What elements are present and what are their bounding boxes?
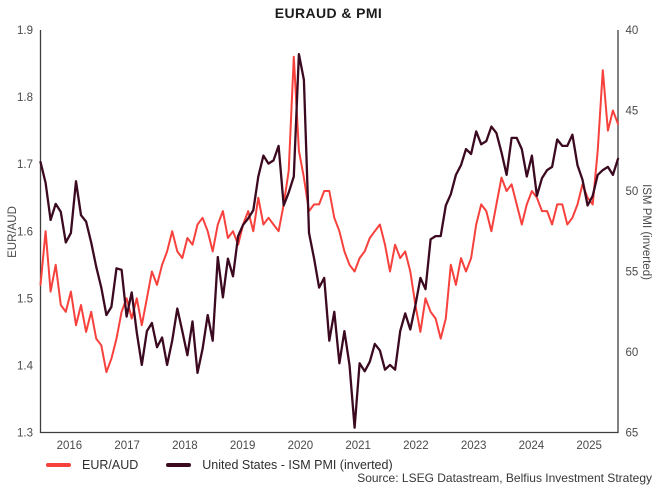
series-line-pmi: [39, 52, 620, 429]
source-credit: Source: LSEG Datastream, Belfius Investm…: [357, 471, 652, 485]
x-axis-tick-label: 2020: [288, 440, 314, 452]
right-axis-tick-label: 50: [626, 186, 639, 198]
left-axis-tick-label: 1.9: [17, 25, 33, 37]
x-axis-tick-label: 2017: [114, 440, 140, 452]
legend-label-euraud: EUR/AUD: [82, 458, 139, 472]
x-axis-tick-label: 2025: [576, 440, 602, 452]
legend-swatch-euraud: [46, 463, 71, 467]
legend-item-pmi: United States - ISM PMI (inverted): [166, 458, 393, 472]
x-axis-tick-label: 2023: [461, 440, 487, 452]
x-axis-tick-label: 2018: [172, 440, 198, 452]
series-line-euraud: [39, 55, 619, 374]
right-axis-tick-label: 55: [626, 267, 639, 279]
legend-swatch-pmi: [166, 463, 192, 467]
x-axis-tick-label: 2019: [230, 440, 256, 452]
x-axis-tick-label: 2016: [57, 440, 83, 452]
right-axis-tick-label: 45: [626, 106, 639, 118]
right-axis-tick-label: 40: [626, 25, 639, 37]
axis-frame: [39, 30, 619, 434]
left-axis-tick-label: 1.3: [17, 428, 33, 440]
legend-label-pmi: United States - ISM PMI (inverted): [202, 458, 393, 472]
left-axis-tick-label: 1.7: [17, 159, 33, 171]
left-axis-tick-label: 1.5: [17, 293, 33, 305]
left-axis-tick-label: 1.8: [17, 92, 33, 104]
left-axis-tick-label: 1.6: [17, 226, 33, 238]
x-axis-tick-label: 2022: [403, 440, 429, 452]
right-axis-title: ISM PMI (inverted): [640, 184, 652, 280]
legend-item-euraud: EUR/AUD: [46, 458, 138, 472]
x-axis-tick-label: 2024: [519, 440, 545, 452]
left-axis-tick-label: 1.4: [17, 360, 34, 372]
x-axis-tick-label: 2021: [345, 440, 371, 452]
right-axis-tick-label: 60: [626, 347, 639, 359]
right-axis-tick-label: 65: [626, 428, 639, 440]
legend: EUR/AUD United States - ISM PMI (inverte…: [46, 458, 393, 472]
chart-title: EURAUD & PMI: [274, 5, 383, 21]
left-axis-title: EUR/AUD: [7, 206, 19, 258]
